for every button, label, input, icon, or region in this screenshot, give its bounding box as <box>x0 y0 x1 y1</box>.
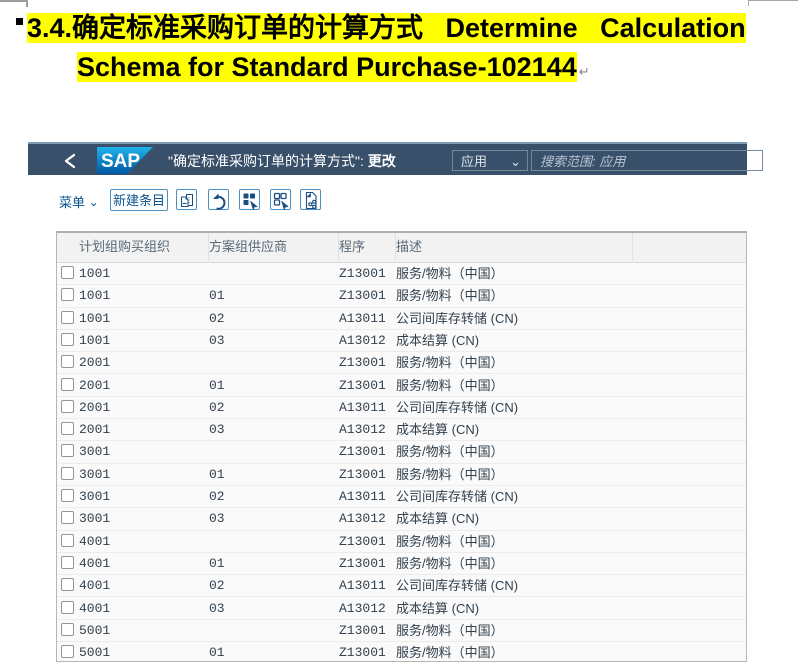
svg-text:SAP: SAP <box>101 151 140 172</box>
